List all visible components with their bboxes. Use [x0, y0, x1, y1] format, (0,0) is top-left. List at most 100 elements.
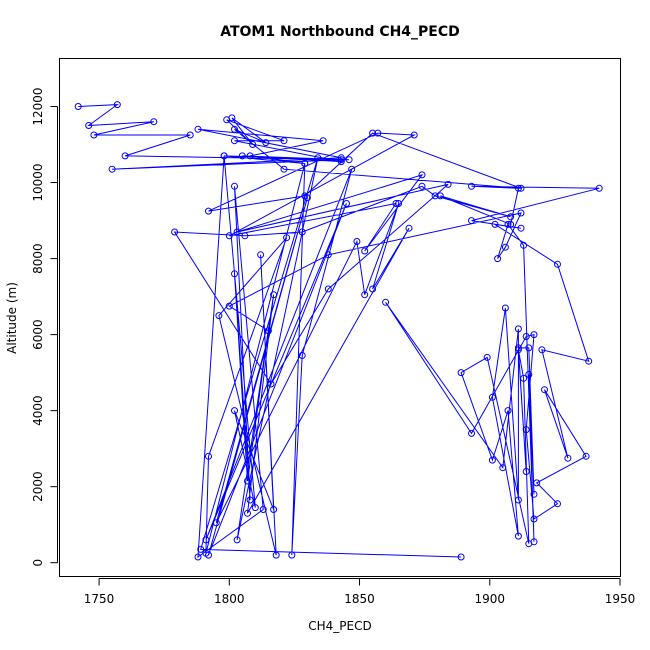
points-layer [74, 101, 603, 561]
data-point [197, 545, 205, 553]
data-point [468, 182, 475, 190]
data-point [337, 158, 345, 166]
data-point [530, 331, 538, 339]
data-point [324, 251, 332, 259]
data-point [212, 519, 220, 527]
data-point [202, 536, 210, 544]
data-point [150, 118, 158, 126]
data-point [231, 407, 238, 415]
chart-title: ATOM1 Northbound CH4_PECD [220, 24, 460, 40]
data-point [225, 232, 233, 240]
x-tick-label: 1750 [84, 592, 115, 606]
data-point [238, 152, 246, 160]
data-point [205, 452, 212, 460]
data-point [525, 344, 533, 352]
data-point [514, 344, 522, 352]
data-point [314, 154, 322, 162]
x-tick-label: 1800 [214, 592, 245, 606]
data-point [353, 238, 361, 245]
data-point [418, 182, 426, 190]
data-point [491, 220, 499, 228]
data-point [514, 346, 522, 354]
data-point [392, 200, 400, 207]
data-point [343, 200, 350, 207]
data-point [483, 353, 491, 361]
data-point [517, 224, 525, 232]
data-point [74, 103, 82, 110]
data-point [280, 165, 288, 173]
data-point [507, 213, 515, 221]
data-point [301, 160, 309, 167]
data-point [410, 131, 418, 139]
data-point [405, 224, 413, 232]
data-point [382, 298, 390, 306]
data-point [533, 479, 541, 487]
data-point [488, 393, 496, 401]
data-point [514, 184, 522, 192]
data-point [233, 536, 241, 544]
data-point [530, 515, 538, 523]
data-point [280, 137, 288, 145]
data-point [85, 122, 93, 129]
series-line [78, 104, 600, 559]
data-point [220, 152, 228, 160]
data-point [530, 490, 538, 498]
data-point [205, 551, 212, 559]
data-point [324, 285, 332, 293]
data-point [514, 532, 522, 540]
data-point [228, 114, 236, 122]
x-axis: 1750 1800 1850 1900 1950 [84, 578, 635, 606]
data-point [494, 255, 502, 263]
data-point [249, 141, 257, 148]
data-point [585, 357, 593, 365]
data-point [522, 426, 530, 434]
data-point [520, 374, 528, 382]
data-point [395, 200, 403, 207]
data-point [504, 407, 512, 415]
data-point [259, 506, 267, 513]
data-point [361, 247, 369, 255]
data-point [270, 506, 278, 513]
data-point [298, 352, 306, 359]
data-point [517, 184, 525, 192]
data-point [538, 346, 546, 354]
data-point [345, 156, 353, 164]
data-point [457, 369, 465, 377]
series-layer [78, 104, 600, 559]
y-tick-label: 8000 [31, 243, 45, 274]
data-point [241, 232, 249, 240]
data-point [231, 125, 238, 133]
data-point [90, 131, 98, 139]
x-tick-label: 1900 [474, 592, 505, 606]
data-point [374, 129, 382, 137]
data-point [262, 139, 270, 147]
data-point [501, 304, 509, 312]
data-point [267, 380, 275, 388]
data-point [303, 194, 311, 202]
data-point [522, 333, 530, 340]
data-point [504, 220, 512, 228]
data-point [369, 129, 377, 137]
data-point [251, 504, 259, 512]
data-point [231, 270, 238, 278]
data-point [348, 165, 356, 173]
data-point [514, 325, 522, 333]
data-point [501, 243, 509, 251]
data-point [171, 228, 179, 236]
data-point [530, 538, 538, 546]
data-point [205, 207, 212, 215]
data-point [520, 241, 528, 249]
data-point [288, 551, 296, 559]
data-point [517, 209, 525, 217]
y-tick-label: 10000 [31, 163, 45, 201]
data-point [436, 192, 444, 200]
data-point [233, 228, 241, 236]
data-point [246, 496, 254, 504]
data-point [283, 234, 291, 242]
data-point [186, 131, 194, 139]
data-point [113, 101, 121, 109]
data-point [541, 386, 548, 394]
data-point [244, 477, 251, 485]
data-point [361, 291, 369, 299]
